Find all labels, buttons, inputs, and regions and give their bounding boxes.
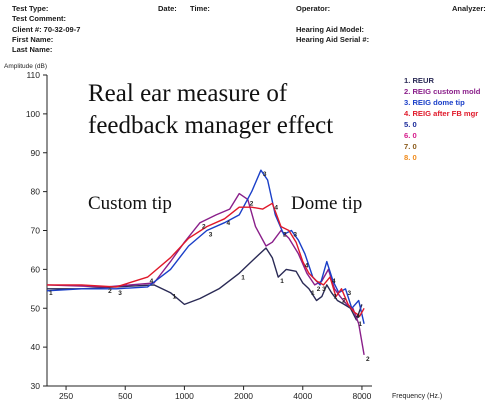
x-axis-label: Frequency (Hz.) xyxy=(392,393,442,400)
y-tick-label: 100 xyxy=(26,109,40,119)
header-operator: Operator: xyxy=(296,4,331,13)
y-tick-label: 30 xyxy=(31,381,41,391)
annotation-dome-tip: Dome tip xyxy=(291,193,363,214)
legend-item-3: 3. REIG dome tip xyxy=(404,98,465,107)
annotation-title-line-2: feedback manager effect xyxy=(88,112,334,139)
header-client: Client #: 70-32-09-7 xyxy=(12,25,81,34)
series-marker-2: 2 xyxy=(283,232,287,239)
series-marker-3: 3 xyxy=(263,171,267,178)
series-marker-1: 1 xyxy=(280,278,284,285)
legend-item-4: 4. REIG after FB mgr xyxy=(404,109,479,118)
header-hearing-aid-model: Hearing Aid Model: xyxy=(296,25,365,34)
series-line-2 xyxy=(46,192,365,356)
header-last-name: Last Name: xyxy=(12,45,53,54)
legend-item-1: 1. REUR xyxy=(404,76,434,85)
series-marker-2: 2 xyxy=(202,224,206,231)
series-marker-3: 3 xyxy=(118,290,122,297)
x-tick-label: 250 xyxy=(59,391,73,401)
x-tick-label: 1000 xyxy=(175,391,194,401)
header-test-type: Test Type: xyxy=(12,4,49,13)
series-marker-4: 4 xyxy=(227,220,231,227)
chart-ticks: 30 40 50 60 70 80 90 100 110 250 500 1000 2000 4000 80… xyxy=(26,70,372,401)
legend-item-8: 8. 0 xyxy=(404,153,417,162)
legend-item-5: 5. 0 xyxy=(404,120,417,129)
series-marker-1: 1 xyxy=(241,274,245,281)
header-date: Date: xyxy=(158,4,177,13)
header-time: Time: xyxy=(190,4,210,13)
y-tick-label: 90 xyxy=(31,148,41,158)
series-marker-2: 2 xyxy=(366,356,370,363)
series-marker-3: 3 xyxy=(293,232,297,239)
header-analyzer: Analyzer: xyxy=(452,4,486,13)
x-tick-label: 4000 xyxy=(293,391,312,401)
series-marker-1: 1 xyxy=(311,290,315,297)
series-marker-1: 1 xyxy=(173,294,177,301)
y-tick-label: 50 xyxy=(31,303,41,313)
annotation-title-line-1: Real ear measure of xyxy=(88,80,288,107)
series-line-4 xyxy=(47,202,365,317)
x-tick-label: 8000 xyxy=(352,391,371,401)
y-tick-label: 110 xyxy=(26,70,40,80)
header-hearing-aid-serial: Hearing Aid Serial #: xyxy=(296,35,370,44)
series-marker-3: 3 xyxy=(322,286,326,293)
series-marker-2: 2 xyxy=(317,286,321,293)
y-axis-label: Amplitude (dB) xyxy=(4,63,47,70)
series-marker-4: 4 xyxy=(356,313,360,320)
series-marker-4: 4 xyxy=(274,204,278,211)
legend-item-7: 7. 0 xyxy=(404,142,417,151)
y-tick-label: 40 xyxy=(31,342,41,352)
series-marker-4: 4 xyxy=(332,278,336,285)
legend-item-6: 6. 0 xyxy=(404,131,417,140)
x-tick-label: 500 xyxy=(118,391,132,401)
series-marker-2: 2 xyxy=(108,288,112,295)
series-marker-1: 1 xyxy=(49,290,53,297)
header-test-comment: Test Comment: xyxy=(12,14,67,23)
chart-series xyxy=(46,169,365,356)
x-tick-label: 2000 xyxy=(234,391,253,401)
series-marker-3: 3 xyxy=(348,290,352,297)
series-marker-1: 1 xyxy=(358,321,362,328)
series-marker-4: 4 xyxy=(150,278,154,285)
series-line-1 xyxy=(47,247,363,321)
y-tick-label: 80 xyxy=(31,187,41,197)
annotation-custom-tip: Custom tip xyxy=(88,193,172,214)
y-tick-label: 60 xyxy=(31,264,41,274)
series-marker-3: 3 xyxy=(209,232,213,239)
y-tick-label: 70 xyxy=(31,226,41,236)
series-marker-2: 2 xyxy=(250,200,254,207)
series-marker-2: 2 xyxy=(342,298,346,305)
legend-item-2: 2. REIG custom mold xyxy=(404,87,481,96)
series-marker-1: 1 xyxy=(333,294,337,301)
series-marker-4: 4 xyxy=(305,263,309,270)
header-first-name: First Name: xyxy=(12,35,54,44)
series-line-3 xyxy=(46,169,365,324)
